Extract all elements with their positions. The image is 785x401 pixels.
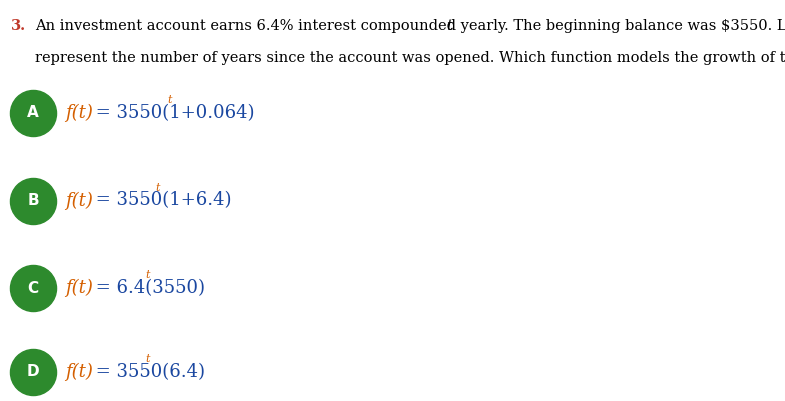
Text: = 3550(1+6.4): = 3550(1+6.4) — [89, 192, 232, 209]
Text: t: t — [145, 354, 149, 364]
Text: D: D — [27, 364, 39, 379]
Point — [27, 369, 39, 375]
Text: A: A — [27, 105, 39, 120]
Point — [27, 110, 39, 116]
Text: f(t): f(t) — [65, 279, 93, 297]
Text: = 3550(6.4): = 3550(6.4) — [89, 363, 205, 381]
Text: = 3550(1+0.064): = 3550(1+0.064) — [89, 104, 254, 122]
Text: t: t — [145, 270, 149, 280]
Text: = 6.4(3550): = 6.4(3550) — [89, 279, 205, 297]
Text: t: t — [167, 95, 171, 105]
Text: f(t): f(t) — [65, 191, 93, 210]
Text: f(t): f(t) — [65, 363, 93, 381]
Text: C: C — [27, 281, 38, 296]
Point — [27, 197, 39, 204]
Text: B: B — [27, 193, 39, 208]
Text: 3.: 3. — [10, 19, 26, 33]
Text: t: t — [155, 183, 160, 193]
Text: An investment account earns 6.4% interest compounded yearly. The beginning balan: An investment account earns 6.4% interes… — [35, 19, 785, 33]
Text: f(t): f(t) — [65, 104, 93, 122]
Point — [27, 285, 39, 291]
Text: represent the number of years since the account was opened. Which function model: represent the number of years since the … — [35, 51, 785, 65]
Text: t: t — [446, 19, 452, 33]
